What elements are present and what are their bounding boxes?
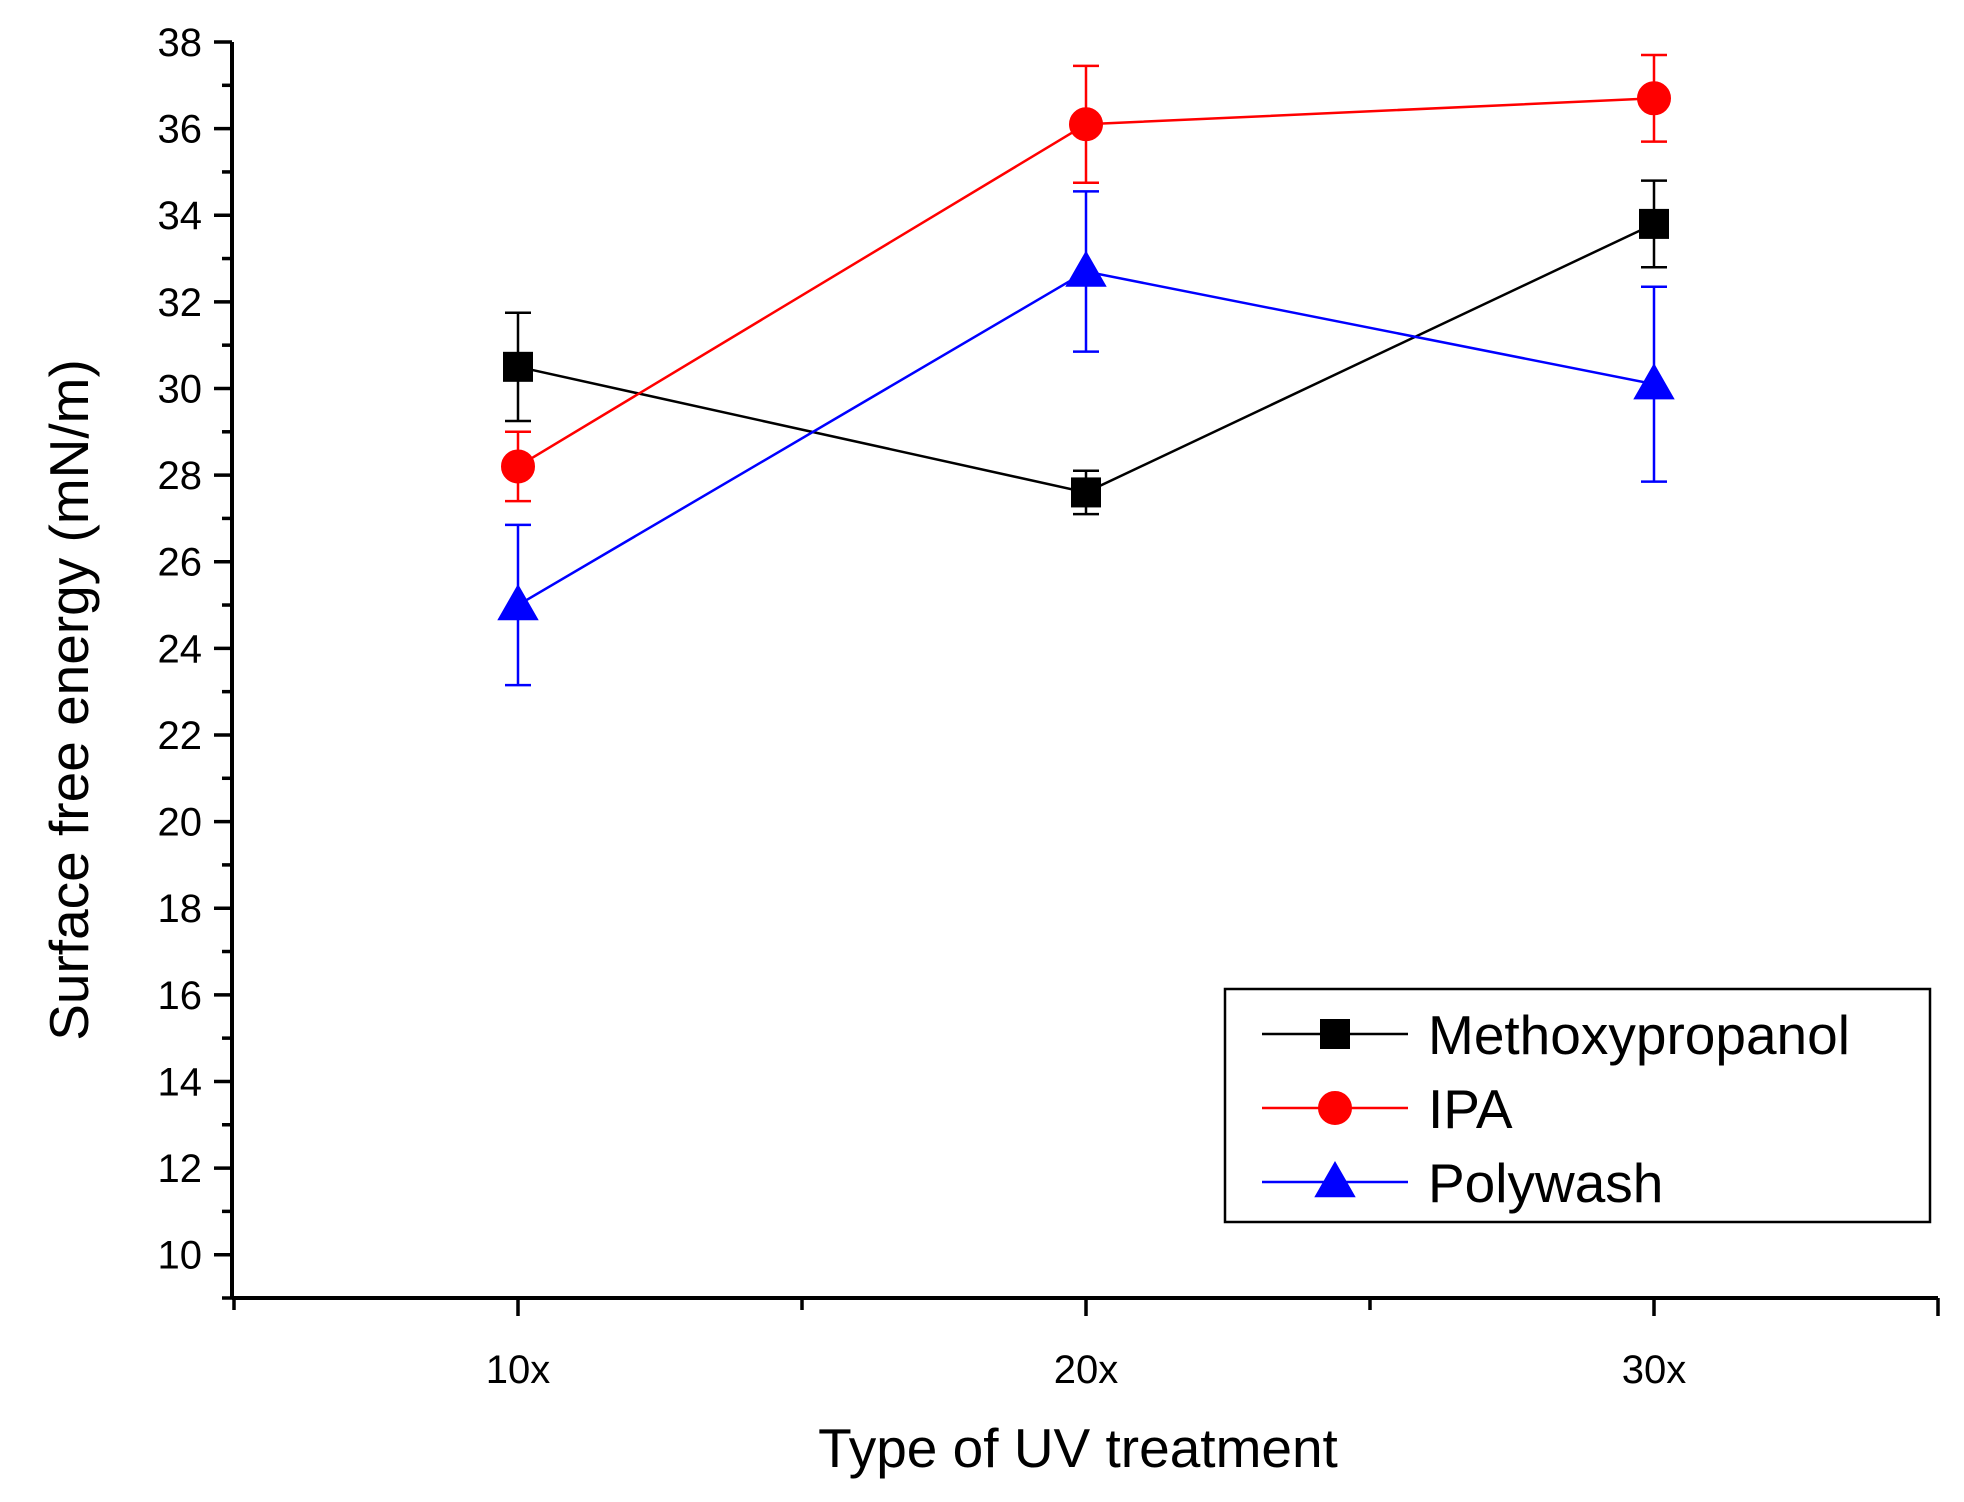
data-point [1637,81,1671,116]
data-point [1065,250,1107,287]
y-tick-label: 38 [158,21,203,65]
series-polywash [497,190,1675,687]
y-tick-label: 26 [158,541,203,585]
series-ipa [501,53,1671,503]
legend-item-polywash: Polywash [1262,1152,1663,1214]
data-point [497,584,539,621]
data-point [1071,477,1101,508]
y-tick-label: 16 [158,974,203,1018]
x-axis: 10x 20x 30x [232,1296,1940,1392]
y-tick-label: 30 [158,367,203,411]
y-tick-label: 24 [158,627,203,671]
series-layer [497,53,1675,687]
data-point [1069,107,1103,142]
x-axis-title: Type of UV treatment [818,1417,1338,1479]
legend-item-ipa: IPA [1262,1078,1513,1140]
y-tick-label: 22 [158,714,203,758]
legend-marker [1318,1091,1352,1125]
y-tick-label: 34 [158,194,203,238]
legend-marker [1314,1160,1356,1198]
x-tick-label: 10x [486,1348,551,1392]
legend-label: Methoxypropanol [1428,1004,1850,1066]
y-tick-label: 20 [158,801,203,845]
series-methoxypropanol [503,179,1669,516]
y-tick-label: 28 [158,454,203,498]
y-tick-label: 12 [158,1147,203,1191]
data-point [1633,363,1675,400]
legend: Methoxypropanol IPA Polywash [1223,987,1932,1224]
y-axis-title: Surface free energy (mN/m) [38,359,100,1041]
data-point [1639,208,1669,239]
y-tick-label: 36 [158,108,203,152]
data-point [501,449,535,484]
y-tick-label: 10 [158,1234,203,1278]
legend-item-methoxypropanol: Methoxypropanol [1262,1004,1850,1066]
legend-label: Polywash [1428,1152,1663,1214]
y-tick-label: 14 [158,1060,203,1104]
y-axis: 10 12 14 16 18 20 22 24 26 28 30 32 34 36 38 [158,21,234,1300]
x-tick-label: 30x [1622,1348,1687,1392]
data-point [503,351,533,382]
y-tick-label: 18 [158,887,203,931]
legend-label: IPA [1428,1078,1513,1140]
x-tick-label: 20x [1054,1348,1119,1392]
legend-marker [1320,1019,1350,1049]
y-tick-label: 32 [158,281,203,325]
